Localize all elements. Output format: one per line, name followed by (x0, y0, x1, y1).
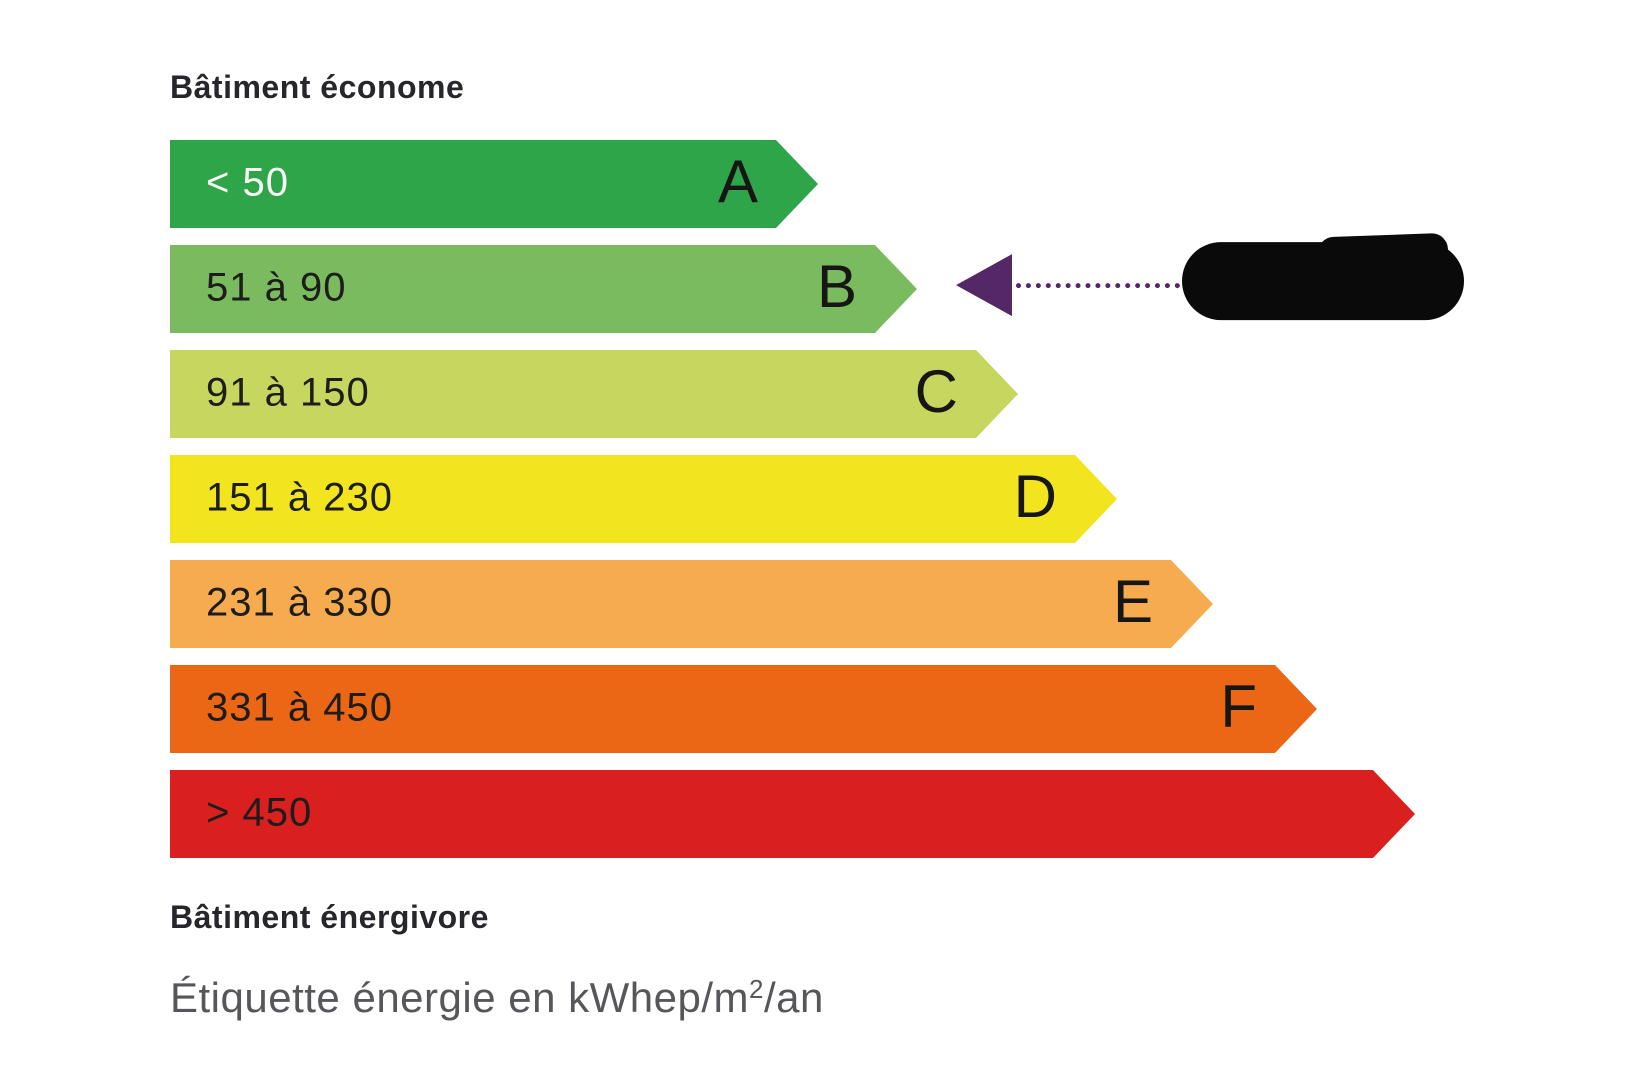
current-class-indicator (956, 242, 1464, 324)
energy-range-label-d: 151 à 230 (206, 475, 393, 520)
energy-row-f: 331 à 450 F (170, 665, 1415, 753)
energy-range-label-a: < 50 (206, 160, 289, 205)
energy-class-letter-d: D (1013, 463, 1057, 531)
dotted-connector-line (1016, 282, 1180, 288)
energy-row-e: 231 à 330 E (170, 560, 1415, 648)
caption-text-suffix: /an (763, 974, 824, 1021)
energy-scale-caption: Étiquette énergie en kWhep/m2/an (170, 964, 1415, 1023)
arrow-left-icon (956, 254, 1012, 317)
energy-bar-f: 331 à 450 F (170, 665, 1317, 753)
energy-range-label-f: 331 à 450 (206, 685, 393, 730)
energy-range-label-e: 231 à 330 (206, 580, 393, 625)
energy-bar-a: < 50 A (170, 140, 818, 228)
energy-class-letter-e: E (1112, 568, 1153, 636)
energy-row-b: 51 à 90 B (170, 242, 1464, 333)
scale-bottom-label: Bâtiment énergivore (170, 899, 489, 935)
energy-range-label-b: 51 à 90 (206, 265, 347, 310)
energy-class-letter-f: F (1220, 673, 1257, 741)
energy-class-letter-c: C (914, 358, 958, 426)
caption-text: Étiquette énergie en kWhep/m (170, 974, 749, 1021)
energy-bar-c: 91 à 150 C (170, 350, 1018, 438)
energy-row-c: 91 à 150 C (170, 350, 1415, 438)
redacted-value-marker (1182, 242, 1464, 321)
scale-top-label: Bâtiment économe (170, 69, 465, 105)
energy-label-diagram: Bâtiment économe < 50 A 51 à 90 B 91 à 1… (170, 68, 1464, 1023)
energy-row-g: > 450 (170, 770, 1415, 858)
energy-bar-d: 151 à 230 D (170, 455, 1117, 543)
caption-superscript: 2 (749, 974, 764, 1004)
energy-bar-g: > 450 (170, 770, 1415, 858)
energy-range-label-c: 91 à 150 (206, 370, 370, 415)
energy-bar-e: 231 à 330 E (170, 560, 1213, 648)
energy-range-label-g: > 450 (206, 790, 313, 835)
energy-bar-b: 51 à 90 B (170, 245, 917, 333)
energy-row-a: < 50 A (170, 140, 1415, 228)
energy-class-letter-a: A (717, 148, 758, 216)
energy-row-d: 151 à 230 D (170, 455, 1415, 543)
energy-class-letter-b: B (816, 253, 857, 321)
